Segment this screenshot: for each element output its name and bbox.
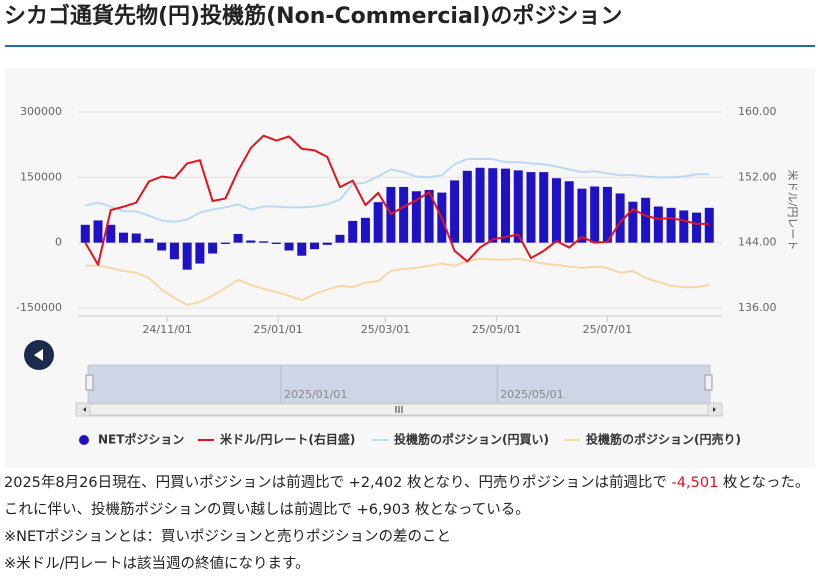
- bar: [195, 242, 205, 264]
- y-tick-label: 0: [55, 236, 62, 249]
- bar: [208, 242, 218, 254]
- bar: [666, 207, 676, 243]
- line-series: [84, 134, 710, 266]
- y-tick-label: 300000: [20, 105, 62, 118]
- legend-item[interactable]: 投機筋のポジション(円売り): [564, 432, 741, 447]
- bar: [360, 217, 370, 243]
- y2-tick-label: 136.00: [738, 301, 777, 314]
- x-tick-label: 25/07/01: [583, 323, 632, 336]
- y-tick-label: 150000: [20, 170, 62, 183]
- bar: [335, 234, 345, 243]
- bar: [628, 201, 638, 243]
- legend-symbol: [79, 435, 89, 445]
- y2-tick-label: 152.00: [738, 170, 777, 183]
- bar: [551, 178, 561, 243]
- x-tick-label: 25/03/01: [361, 323, 410, 336]
- bar: [233, 233, 243, 243]
- bar: [539, 172, 549, 243]
- bar: [692, 212, 702, 243]
- back-button[interactable]: [24, 340, 54, 370]
- bar: [462, 170, 472, 243]
- y2-axis-label: 米ドル/円レート: [786, 170, 799, 251]
- bar: [169, 242, 179, 260]
- note: ※米ドル/円レートは該当週の終値になります。: [4, 556, 310, 572]
- legend-label: 米ドル/円レート(右目盛): [220, 432, 355, 447]
- bar: [259, 241, 269, 243]
- bar: [284, 242, 294, 251]
- title-underline: [5, 45, 815, 47]
- chart: シカゴ通貨先物(円)投機筋(Non-Commercial)のポジション -150…: [4, 3, 815, 447]
- summary-text: 2025年8月26日現在、円買いポジションは前週比で +2,402 枚となり、円…: [4, 475, 672, 491]
- bar: [501, 168, 511, 243]
- y2-tick-label: 160.00: [738, 105, 777, 118]
- bar: [450, 180, 460, 243]
- bar: [526, 172, 536, 243]
- summary: 2025年8月26日現在、円買いポジションは前週比で +2,402 枚となり、円…: [4, 470, 814, 578]
- bar: [106, 224, 116, 243]
- navigator-label: 2025/05/01: [500, 388, 563, 401]
- bar: [475, 167, 485, 243]
- summary-negative: -4,501: [671, 475, 719, 491]
- bar: [679, 210, 689, 243]
- navigator[interactable]: [85, 364, 713, 404]
- bar: [411, 191, 421, 243]
- summary-text: 枚となった。これに伴い、投機筋ポジションの買い越しは前週比で +6,903 枚と…: [4, 475, 810, 518]
- bar: [513, 170, 523, 243]
- navigator-label: 2025/01/01: [284, 388, 347, 401]
- bar: [615, 193, 625, 243]
- bar: [157, 242, 167, 251]
- y-tick-label: -150000: [16, 301, 62, 314]
- legend-label: 投機筋のポジション(円売り): [586, 432, 741, 447]
- x-tick-label: 25/05/01: [472, 323, 521, 336]
- bar: [373, 202, 383, 243]
- line-series: [85, 257, 710, 306]
- bar: [220, 242, 230, 244]
- bar: [93, 220, 103, 243]
- note: ※NETポジションとは：買いポジションと売りポジションの差のこと: [4, 529, 452, 545]
- bar: [118, 232, 128, 243]
- bar: [297, 242, 307, 256]
- scrollbar[interactable]: [75, 402, 723, 417]
- bar: [488, 168, 498, 243]
- bar: [348, 220, 358, 243]
- x-tick-label: 25/01/01: [253, 323, 302, 336]
- bar: [131, 233, 141, 243]
- line-series: [85, 158, 710, 223]
- bar: [577, 188, 587, 243]
- bar: [271, 242, 281, 244]
- page-title: シカゴ通貨先物(円)投機筋(Non-Commercial)のポジション: [4, 3, 622, 29]
- legend-item[interactable]: NETポジション: [79, 432, 184, 447]
- bar: [144, 238, 154, 243]
- y2-tick-label: 144.00: [738, 236, 777, 249]
- legend-item[interactable]: 米ドル/円レート(右目盛): [198, 432, 355, 447]
- x-tick-label: 24/11/01: [142, 323, 191, 336]
- bar: [182, 242, 192, 270]
- bar: [246, 240, 256, 243]
- bar: [564, 181, 574, 243]
- legend-item[interactable]: 投機筋のポジション(円買い): [372, 432, 549, 447]
- bar: [602, 186, 612, 243]
- bar: [80, 224, 90, 243]
- summary-paragraph: 2025年8月26日現在、円買いポジションは前週比で +2,402 枚となり、円…: [4, 470, 814, 524]
- bar: [590, 186, 600, 243]
- bar: [322, 242, 332, 245]
- legend-label: 投機筋のポジション(円買い): [394, 432, 549, 447]
- bar: [704, 207, 714, 243]
- bar: [424, 189, 434, 243]
- legend-label: NETポジション: [98, 432, 184, 447]
- bar: [399, 186, 409, 243]
- bar: [309, 242, 319, 250]
- bar: [641, 197, 651, 243]
- bar: [653, 206, 663, 243]
